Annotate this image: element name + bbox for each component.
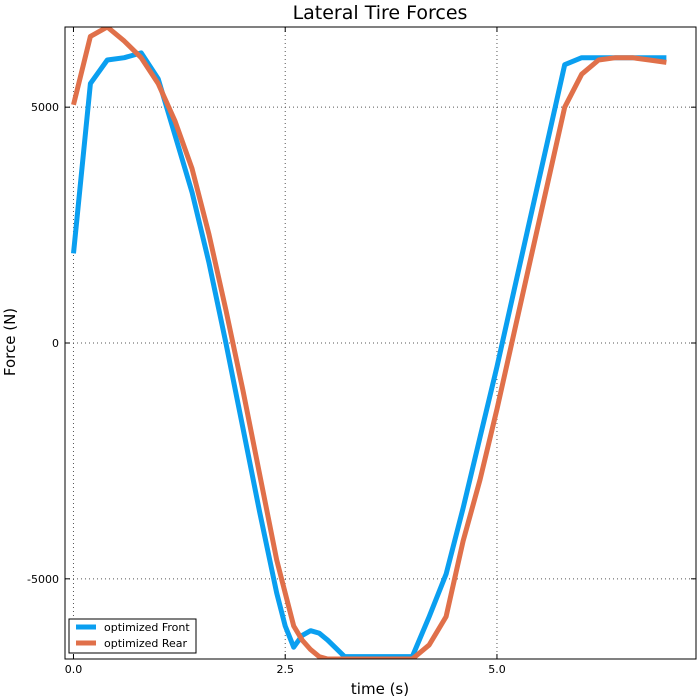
series-line-front bbox=[71, 50, 667, 659]
tick-layer: 0.0 2.5 5.0 5000 0 -5000 bbox=[27, 27, 696, 676]
x-tick-label: 2.5 bbox=[276, 663, 294, 676]
legend: optimized Front optimized Rear bbox=[68, 618, 197, 654]
chart-title: Lateral Tire Forces bbox=[293, 2, 468, 24]
x-tick-label: 5.0 bbox=[488, 663, 506, 676]
legend-label-front: optimized Front bbox=[104, 621, 190, 634]
x-tick-label: 0.0 bbox=[65, 663, 83, 676]
y-axis-label: Force (N) bbox=[1, 308, 19, 376]
legend-label-rear: optimized Rear bbox=[104, 637, 188, 650]
x-axis-label: time (s) bbox=[351, 680, 409, 698]
series-line-rear bbox=[71, 27, 667, 659]
series-layer bbox=[71, 27, 667, 659]
y-tick-label: 5000 bbox=[31, 101, 59, 114]
grid-layer bbox=[65, 27, 696, 659]
y-tick-label: 0 bbox=[52, 337, 59, 350]
y-tick-label: -5000 bbox=[27, 573, 59, 586]
